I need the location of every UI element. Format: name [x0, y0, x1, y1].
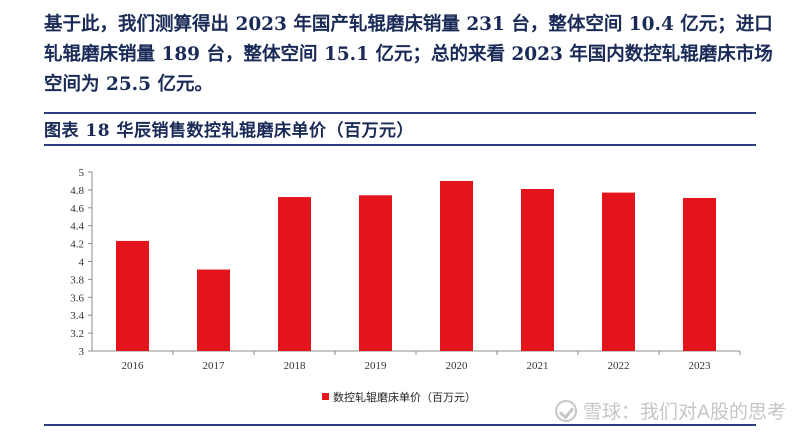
- footer-rule: [44, 424, 756, 426]
- y-tick-label: 3: [79, 346, 85, 358]
- y-tick-label: 3.6: [70, 292, 84, 304]
- x-tick-label: 2018: [284, 360, 307, 372]
- y-tick-label: 4.4: [70, 221, 84, 233]
- intro-paragraph: 基于此，我们测算得出 2023 年国产轧辊磨床销量 231 台，整体空间 10.…: [44, 14, 773, 95]
- y-tick-label: 3.4: [70, 310, 84, 322]
- x-tick-label: 2023: [689, 360, 712, 372]
- x-tick-label: 2016: [122, 360, 145, 372]
- y-tick-label: 4.6: [70, 203, 84, 215]
- y-tick-label: 4.2: [70, 239, 84, 251]
- x-tick-label: 2020: [446, 360, 469, 372]
- y-tick-label: 4.8: [70, 185, 84, 197]
- legend-swatch: [322, 393, 329, 400]
- y-tick-label: 5: [79, 167, 85, 179]
- figure-title: 图表 18 华辰销售数控轧辊磨床单价（百万元）: [44, 121, 414, 141]
- x-tick-label: 2022: [608, 360, 630, 372]
- y-tick-label: 4: [79, 257, 85, 269]
- y-tick-labels: 3 3.2 3.4 3.6 3.8 4 4.2 4.4 4.6 4.8 5: [70, 167, 84, 358]
- bar-2021: [521, 189, 554, 351]
- watermark-text: 雪球：我们对A股的思考: [583, 401, 786, 423]
- bar-2018: [278, 197, 311, 351]
- y-tick-label: 3.8: [70, 274, 84, 286]
- legend-label: 数控轧辊磨床单价（百万元）: [333, 390, 476, 404]
- bar-2022: [602, 192, 635, 351]
- bar-2023: [683, 197, 716, 351]
- x-tick-label: 2019: [365, 360, 388, 372]
- bar-2017: [197, 269, 230, 351]
- x-tick-label: 2021: [527, 360, 549, 372]
- title-rule-top: [44, 112, 756, 114]
- chart-legend: 数控轧辊磨床单价（百万元）: [322, 390, 476, 404]
- y-tick-label: 3.2: [70, 328, 84, 340]
- bar-2016: [116, 240, 149, 351]
- x-tick-labels: 2016 2017 2018 2019 2020 2021 2022 2023: [122, 360, 712, 372]
- watermark: 雪球：我们对A股的思考: [555, 397, 786, 424]
- bar-2019: [359, 195, 392, 351]
- x-tick-label: 2017: [203, 360, 226, 372]
- chart-bars: [116, 180, 716, 351]
- bar-2020: [440, 180, 473, 351]
- chart-axes: [88, 171, 741, 355]
- snowball-logo-icon: [555, 399, 577, 422]
- title-rule-bottom: [44, 144, 756, 146]
